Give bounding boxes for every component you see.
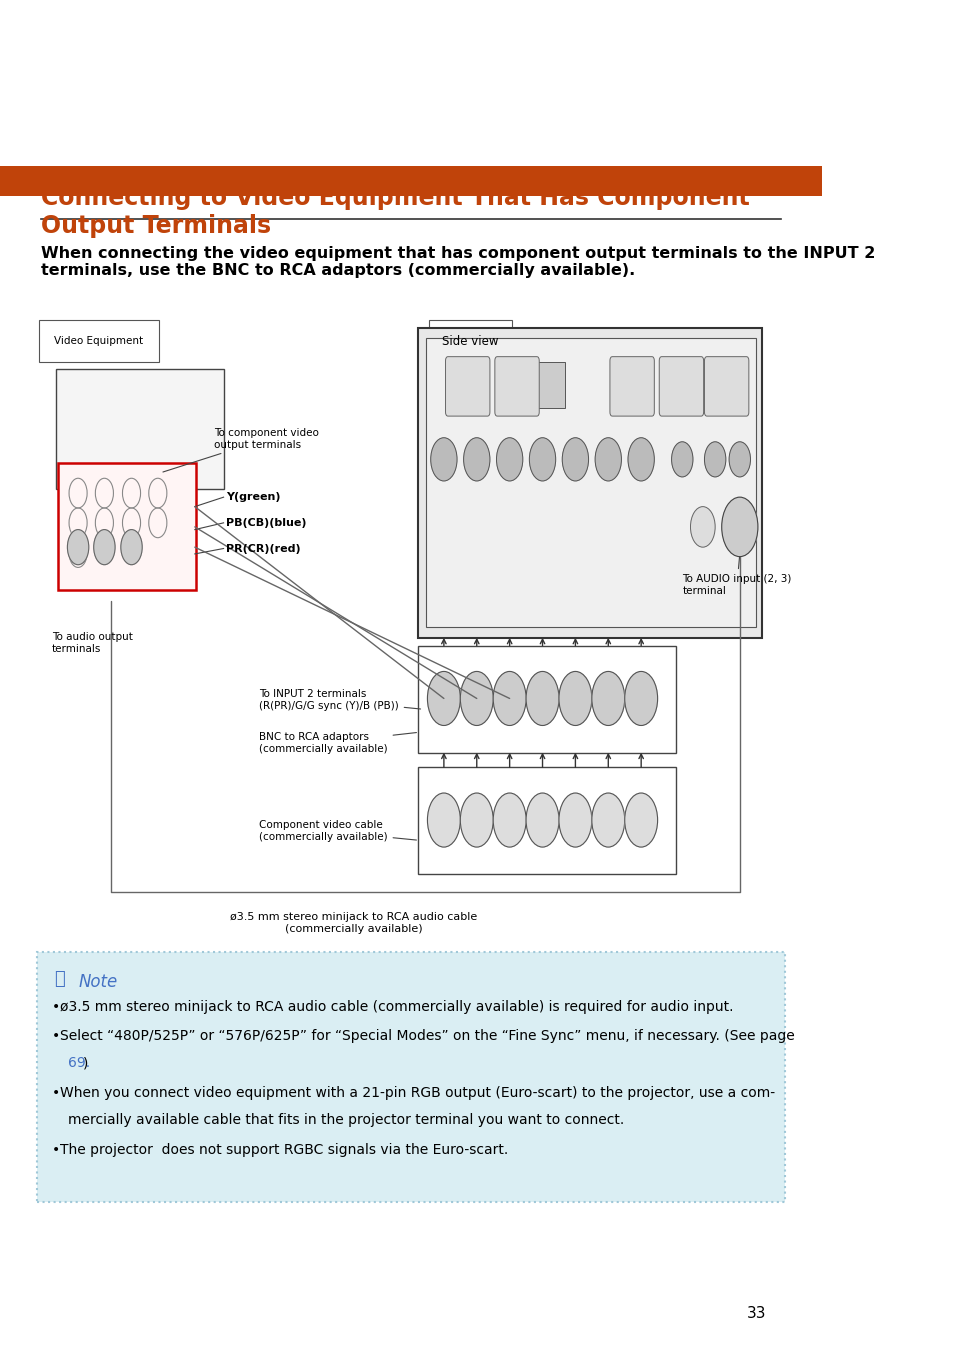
Circle shape bbox=[460, 671, 493, 725]
Circle shape bbox=[624, 671, 657, 725]
Text: Side view: Side view bbox=[441, 335, 497, 347]
Circle shape bbox=[558, 793, 591, 847]
Circle shape bbox=[460, 793, 493, 847]
Circle shape bbox=[690, 507, 715, 547]
Text: To AUDIO input (2, 3)
terminal: To AUDIO input (2, 3) terminal bbox=[681, 557, 791, 596]
Circle shape bbox=[496, 438, 522, 481]
FancyBboxPatch shape bbox=[417, 646, 675, 753]
FancyBboxPatch shape bbox=[417, 767, 675, 874]
Text: Connecting to Video Equipment That Has Component
Output Terminals: Connecting to Video Equipment That Has C… bbox=[41, 186, 749, 238]
Circle shape bbox=[463, 438, 490, 481]
Circle shape bbox=[671, 442, 692, 477]
Circle shape bbox=[493, 671, 525, 725]
Circle shape bbox=[561, 438, 588, 481]
FancyBboxPatch shape bbox=[56, 369, 223, 489]
Text: 33: 33 bbox=[745, 1306, 765, 1321]
FancyBboxPatch shape bbox=[429, 320, 512, 362]
Text: ø3.5 mm stereo minijack to RCA audio cable (commercially available) is required : ø3.5 mm stereo minijack to RCA audio cab… bbox=[60, 1000, 733, 1013]
Text: When connecting the video equipment that has component output terminals to the I: When connecting the video equipment that… bbox=[41, 246, 875, 278]
Circle shape bbox=[493, 793, 525, 847]
Text: 69.: 69. bbox=[69, 1056, 91, 1070]
Circle shape bbox=[591, 793, 624, 847]
Text: PB(CB)(blue): PB(CB)(blue) bbox=[226, 517, 306, 528]
Circle shape bbox=[703, 442, 725, 477]
FancyBboxPatch shape bbox=[38, 320, 158, 362]
FancyBboxPatch shape bbox=[417, 328, 761, 638]
Text: To component video
output terminals: To component video output terminals bbox=[163, 428, 318, 471]
FancyBboxPatch shape bbox=[425, 338, 756, 627]
Text: •: • bbox=[51, 1086, 60, 1100]
Circle shape bbox=[525, 793, 558, 847]
Text: ø3.5 mm stereo minijack to RCA audio cable
(commercially available): ø3.5 mm stereo minijack to RCA audio cab… bbox=[230, 912, 476, 934]
Circle shape bbox=[525, 671, 558, 725]
Circle shape bbox=[431, 438, 456, 481]
Text: When you connect video equipment with a 21-pin RGB output (Euro-scart) to the pr: When you connect video equipment with a … bbox=[60, 1086, 775, 1100]
Text: •: • bbox=[51, 1143, 60, 1156]
Circle shape bbox=[529, 438, 555, 481]
Text: BNC to RCA adaptors
(commercially available): BNC to RCA adaptors (commercially availa… bbox=[258, 732, 416, 754]
Text: Select “480P/525P” or “576P/625P” for “Special Modes” on the “Fine Sync” menu, i: Select “480P/525P” or “576P/625P” for “S… bbox=[60, 1029, 794, 1043]
Circle shape bbox=[624, 793, 657, 847]
Circle shape bbox=[427, 671, 460, 725]
Circle shape bbox=[68, 530, 89, 565]
FancyBboxPatch shape bbox=[703, 357, 748, 416]
FancyBboxPatch shape bbox=[0, 166, 821, 196]
Text: 🖊: 🖊 bbox=[53, 970, 65, 988]
Circle shape bbox=[595, 438, 620, 481]
Text: ): ) bbox=[83, 1056, 89, 1070]
FancyBboxPatch shape bbox=[57, 463, 196, 590]
Circle shape bbox=[728, 442, 750, 477]
Text: •: • bbox=[51, 1029, 60, 1043]
Text: Y(green): Y(green) bbox=[226, 492, 280, 503]
Circle shape bbox=[721, 497, 757, 557]
Text: mercially available cable that fits in the projector terminal you want to connec: mercially available cable that fits in t… bbox=[69, 1113, 624, 1127]
Circle shape bbox=[427, 793, 460, 847]
FancyBboxPatch shape bbox=[495, 357, 538, 416]
FancyBboxPatch shape bbox=[507, 362, 564, 408]
Circle shape bbox=[558, 671, 591, 725]
Text: The projector  does not support RGBC signals via the Euro-scart.: The projector does not support RGBC sign… bbox=[60, 1143, 508, 1156]
Circle shape bbox=[93, 530, 115, 565]
Text: To audio output
terminals: To audio output terminals bbox=[51, 632, 132, 654]
FancyBboxPatch shape bbox=[37, 952, 784, 1202]
Text: Component video cable
(commercially available): Component video cable (commercially avai… bbox=[258, 820, 416, 842]
Text: To INPUT 2 terminals
(R(PR)/G/G sync (Y)/B (PB)): To INPUT 2 terminals (R(PR)/G/G sync (Y)… bbox=[258, 689, 420, 711]
Text: PR(CR)(red): PR(CR)(red) bbox=[226, 543, 300, 554]
Text: Video Equipment: Video Equipment bbox=[54, 336, 143, 346]
Text: •: • bbox=[51, 1000, 60, 1013]
Circle shape bbox=[121, 530, 142, 565]
Circle shape bbox=[591, 671, 624, 725]
Circle shape bbox=[627, 438, 654, 481]
Text: Note: Note bbox=[78, 973, 117, 990]
FancyBboxPatch shape bbox=[445, 357, 490, 416]
FancyBboxPatch shape bbox=[609, 357, 654, 416]
FancyBboxPatch shape bbox=[659, 357, 703, 416]
